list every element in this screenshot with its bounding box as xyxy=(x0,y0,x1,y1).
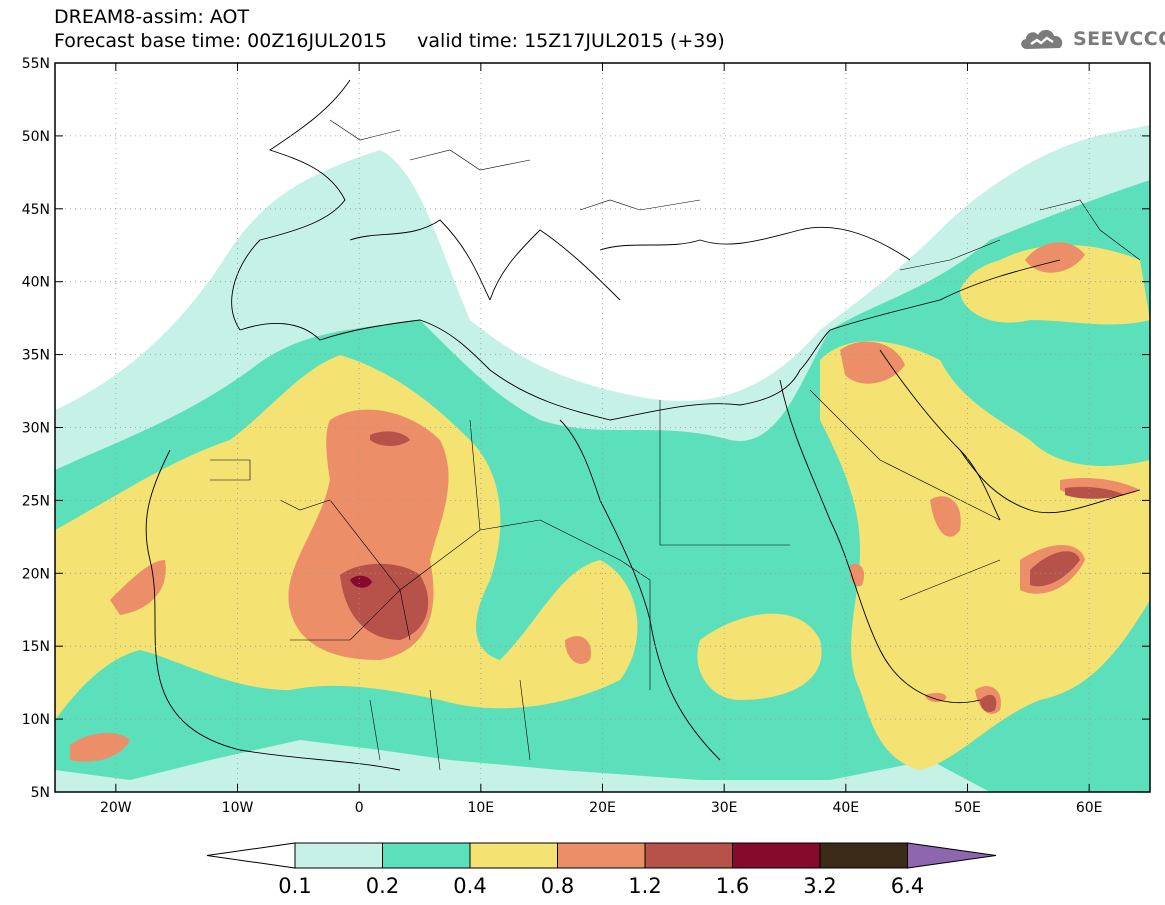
colorbar-tick-label: 6.4 xyxy=(891,874,924,898)
lat-label: 55N xyxy=(22,56,50,72)
lon-label: 20E xyxy=(589,800,616,816)
colorbar-tick-label: 0.1 xyxy=(278,874,311,898)
lat-label: 35N xyxy=(22,348,50,364)
colorbar-segment xyxy=(644,842,733,869)
lat-label: 40N xyxy=(22,275,50,291)
lon-label: 20W xyxy=(100,800,132,816)
lon-label: 50E xyxy=(954,800,981,816)
aot-band-1.6 xyxy=(350,575,372,588)
colorbar-tick-label: 1.6 xyxy=(716,874,749,898)
lat-label: 15N xyxy=(22,639,50,655)
lat-label: 45N xyxy=(22,202,50,218)
lon-label: 10E xyxy=(467,800,494,816)
coastlines xyxy=(145,79,1141,771)
colorbar-segment xyxy=(557,842,646,869)
lon-label: 10W xyxy=(222,800,254,816)
colorbar-tick-label: 0.8 xyxy=(541,874,574,898)
colorbar-segment xyxy=(819,842,908,869)
colorbar-arrow-high xyxy=(907,842,997,869)
lat-label: 25N xyxy=(22,493,50,509)
colorbar-tick-label: 1.2 xyxy=(628,874,661,898)
lon-label: 30E xyxy=(711,800,738,816)
map-title: DREAM8-assim: AOT xyxy=(54,6,250,28)
lon-label: 0 xyxy=(355,800,364,816)
colorbar-segment xyxy=(469,842,558,869)
seevccc-logo: SEEVCCC xyxy=(1017,22,1165,56)
logo-text: SEEVCCC xyxy=(1073,28,1165,50)
latitude-labels: 55N 50N 45N 40N 35N 30N 25N 20N 15N 10N 5N xyxy=(22,56,1150,801)
lon-label: 60E xyxy=(1076,800,1103,816)
colorbar-segment xyxy=(732,842,821,869)
lat-label: 10N xyxy=(22,712,50,728)
colorbar: 0.1 0.2 0.4 0.8 1.2 1.6 3.2 6.4 xyxy=(206,842,997,898)
lat-label: 5N xyxy=(31,785,50,801)
lat-label: 30N xyxy=(22,421,50,437)
colorbar-segment xyxy=(294,842,383,869)
colorbar-tick-label: 3.2 xyxy=(803,874,836,898)
lat-label: 20N xyxy=(22,566,50,582)
lon-label: 40E xyxy=(832,800,859,816)
lat-label: 50N xyxy=(22,129,50,145)
forecast-times: Forecast base time: 00Z16JUL2015 valid t… xyxy=(54,30,725,52)
colorbar-tick-label: 0.2 xyxy=(366,874,399,898)
colorbar-segment xyxy=(382,842,471,869)
cloud-icon xyxy=(1021,29,1063,49)
colorbar-tick-label: 0.4 xyxy=(453,874,486,898)
longitude-labels: 20W 10W 0 10E 20E 30E 40E 50E 60E xyxy=(100,63,1103,816)
colorbar-arrow-low xyxy=(206,842,296,869)
